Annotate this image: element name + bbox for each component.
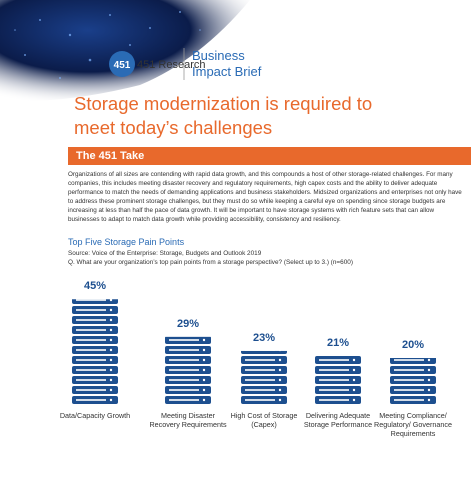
category-label: Meeting Compliance/ Regulatory/ Governan…	[374, 411, 452, 438]
bar	[240, 350, 288, 405]
value-label: 21%	[326, 336, 350, 349]
category-label: High Cost of Storage (Capex)	[230, 411, 298, 429]
bar	[389, 358, 437, 405]
bar	[164, 336, 212, 405]
chart-title: Top Five Storage Pain Points	[68, 237, 185, 247]
brand: 451 Research	[137, 59, 206, 71]
section-title: The 451 Take	[76, 150, 145, 162]
headline: Storage modernization is required to mee…	[74, 93, 373, 138]
body-text: Organizations of all sizes are contendin…	[68, 171, 462, 223]
value-label: 29%	[176, 317, 200, 330]
category-label: Delivering Adequate Storage Performance	[303, 411, 373, 429]
brief-line: Business	[192, 48, 245, 63]
chart-question: Q. What are your organization’s top pain…	[68, 259, 353, 266]
category-label: Meeting Disaster Recovery Requirements	[149, 411, 227, 429]
logo-circle	[109, 51, 135, 77]
value-label: 23%	[252, 331, 276, 344]
category-label: Data/Capacity Growth	[59, 411, 131, 420]
bar	[314, 355, 362, 405]
network-image	[0, 0, 250, 101]
network-dots	[14, 11, 201, 79]
chart-source: Source: Voice of the Enterprise: Storage…	[68, 250, 262, 257]
bar	[71, 299, 119, 405]
value-label: 20%	[401, 339, 425, 351]
logo-number: 451	[114, 60, 131, 71]
value-label: 45%	[83, 280, 107, 293]
section-bar: The 451 Take	[68, 147, 471, 165]
brief-line: Impact Brief	[192, 64, 262, 79]
